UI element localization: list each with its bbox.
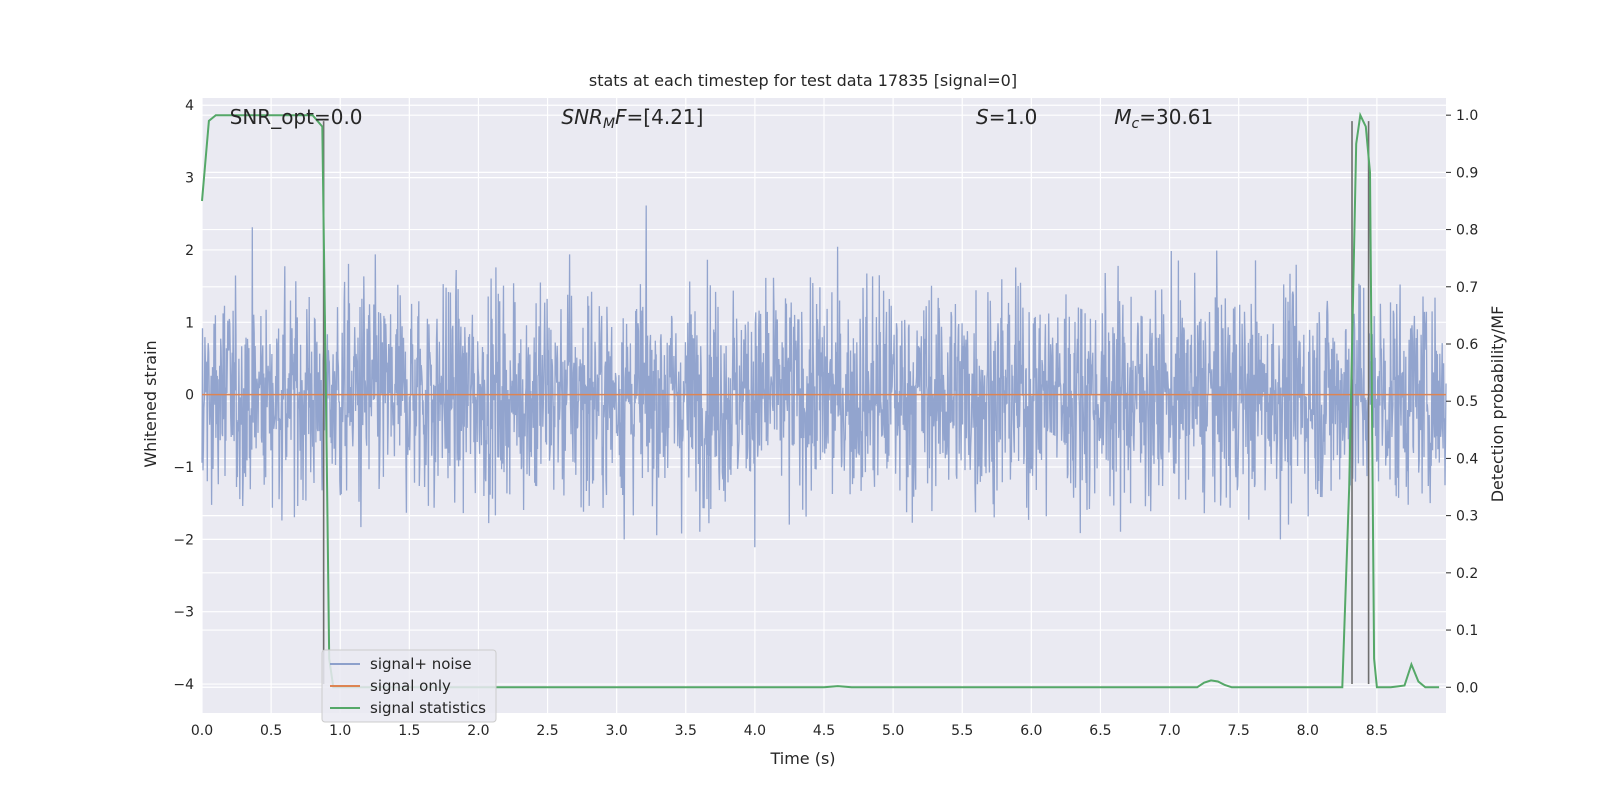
x-tick-label: 4.0 [744,723,766,739]
annotation-3: Mc=30.61 [1114,105,1213,132]
x-tick-label: 0.5 [260,723,282,739]
y2-tick-label: 0.5 [1456,394,1478,410]
y-tick-label: −1 [173,460,194,476]
x-tick-label: 1.0 [329,723,351,739]
annotation-1: SNRMF=[4.21] [561,105,703,132]
y2-tick-label: 0.6 [1456,337,1478,353]
y-tick-label: 1 [185,315,194,331]
x-tick-label: 1.5 [398,723,420,739]
y2-tick-label: 0.7 [1456,280,1478,296]
legend-box [321,649,497,723]
y-axis-label: Whitened strain [141,340,160,467]
legend-label-signal-only: signal only [370,677,451,695]
y-tick-label: 3 [185,171,194,187]
y-tick-label: −3 [173,605,194,621]
chart-title: stats at each timestep for test data 178… [589,71,1017,90]
y-tick-label: −2 [173,532,194,548]
y2-tick-label: 0.2 [1456,566,1478,582]
y-tick-label: 4 [185,98,194,114]
x-tick-label: 3.5 [675,723,697,739]
y2-tick-label: 0.9 [1456,165,1478,181]
series-signal-statistics-line [201,111,1440,689]
y-tick-label: 0 [185,388,194,404]
y2-tick-label: 0.4 [1456,451,1478,467]
annotation-0: SNR_opt=0.0 [230,105,363,129]
y2-tick-label: 0.8 [1456,223,1478,239]
series-signal-noise-line [201,205,1447,548]
y2-tick-label: 0.3 [1456,509,1478,525]
legend-label-signal-noise: signal+ noise [370,655,472,673]
x-tick-label: 5.0 [882,723,904,739]
x-tick-label: 4.5 [813,723,835,739]
x-tick-label: 6.5 [1089,723,1111,739]
y-tick-label: −4 [173,677,194,693]
x-tick-label: 7.0 [1158,723,1180,739]
x-tick-label: 3.0 [606,723,628,739]
legend: signal+ noise signal only signal statist… [321,649,497,723]
x-tick-label: 8.0 [1297,723,1319,739]
x-tick-label: 2.0 [467,723,489,739]
annotation-2: S=1.0 [976,105,1037,129]
x-tick-label: 2.5 [536,723,558,739]
x-axis-label: Time (s) [769,749,835,768]
x-tick-label: 8.5 [1366,723,1388,739]
x-tick-label: 6.0 [1020,723,1042,739]
x-tick-label: 7.5 [1228,723,1250,739]
x-tick-label: 5.5 [951,723,973,739]
y2-tick-label: 0.1 [1456,623,1478,639]
y-tick-label: 2 [185,243,194,259]
y2-axis-label: Detection probability/MF [1488,306,1507,503]
y2-tick-label: 0.0 [1456,680,1478,696]
plot-area [201,98,1447,713]
legend-label-signal-statistics: signal statistics [370,699,486,717]
x-tick-label: 0.0 [191,723,213,739]
y2-tick-label: 1.0 [1456,108,1478,124]
